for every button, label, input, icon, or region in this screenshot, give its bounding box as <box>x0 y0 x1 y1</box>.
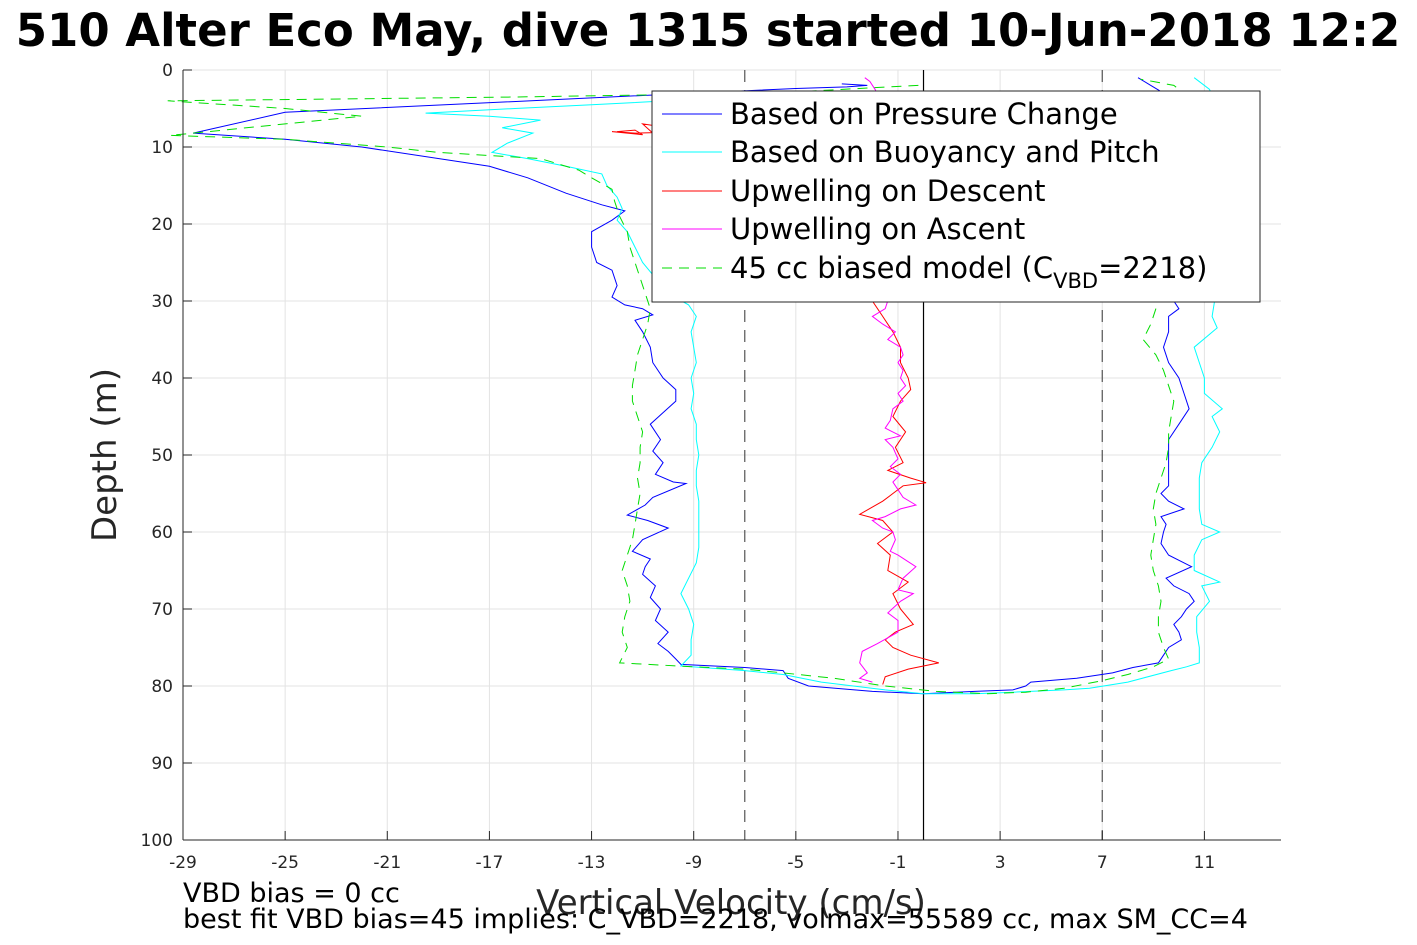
x-tick-label-5: -9 <box>685 853 702 873</box>
legend-label-2: Upwelling on Descent <box>730 174 1046 208</box>
x-tick-label-7: -1 <box>890 853 907 873</box>
x-tick-label-2: -21 <box>373 853 401 873</box>
x-ticks: -29 -25 -21 -17 -13 -9 -5 -1 3 7 11 <box>169 831 1215 873</box>
y-tick-label-7: 70 <box>151 600 173 620</box>
legend-label-0: Based on Pressure Change <box>730 97 1118 131</box>
y-tick-label-0: 0 <box>162 61 173 81</box>
x-tick-label-9: 7 <box>1097 853 1108 873</box>
y-tick-label-4: 40 <box>151 369 173 389</box>
x-tick-label-0: -29 <box>169 853 197 873</box>
y-tick-label-10: 100 <box>141 831 173 851</box>
x-tick-label-1: -25 <box>271 853 299 873</box>
legend-label-4: 45 cc biased model (CVBD=2218) <box>730 251 1208 293</box>
x-axis-label: Vertical Velocity (cm/s) <box>536 883 926 923</box>
y-tick-label-2: 20 <box>151 215 173 235</box>
vbd-bias-note: VBD bias = 0 cc <box>183 878 400 909</box>
y-tick-label-8: 80 <box>151 677 173 697</box>
y-tick-label-3: 30 <box>151 292 173 312</box>
legend: Based on Pressure Change Based on Buoyanc… <box>651 90 1261 303</box>
x-tick-label-10: 11 <box>1194 853 1216 873</box>
y-tick-label-5: 50 <box>151 446 173 466</box>
chart-title: 510 Alter Eco May, dive 1315 started 10-… <box>16 4 1401 57</box>
series-line-1 <box>425 77 1224 695</box>
x-tick-label-6: -5 <box>787 853 804 873</box>
y-tick-label-6: 60 <box>151 523 173 543</box>
best-fit-note: best fit VBD bias=45 implies: C_VBD=2218… <box>183 904 1248 935</box>
y-tick-label-1: 10 <box>151 138 173 158</box>
y-axis-label: Depth (m) <box>85 368 125 542</box>
series-line-0 <box>193 77 1195 695</box>
x-tick-label-8: 3 <box>995 853 1006 873</box>
legend-label-3: Upwelling on Ascent <box>730 212 1025 246</box>
y-ticks: 0 10 20 30 40 50 60 70 80 90 100 <box>141 61 192 851</box>
series-line-4 <box>167 78 1185 695</box>
legend-label-1: Based on Buoyancy and Pitch <box>730 135 1160 169</box>
x-tick-label-3: -17 <box>476 853 504 873</box>
y-tick-label-9: 90 <box>151 754 173 774</box>
x-tick-label-4: -13 <box>578 853 606 873</box>
